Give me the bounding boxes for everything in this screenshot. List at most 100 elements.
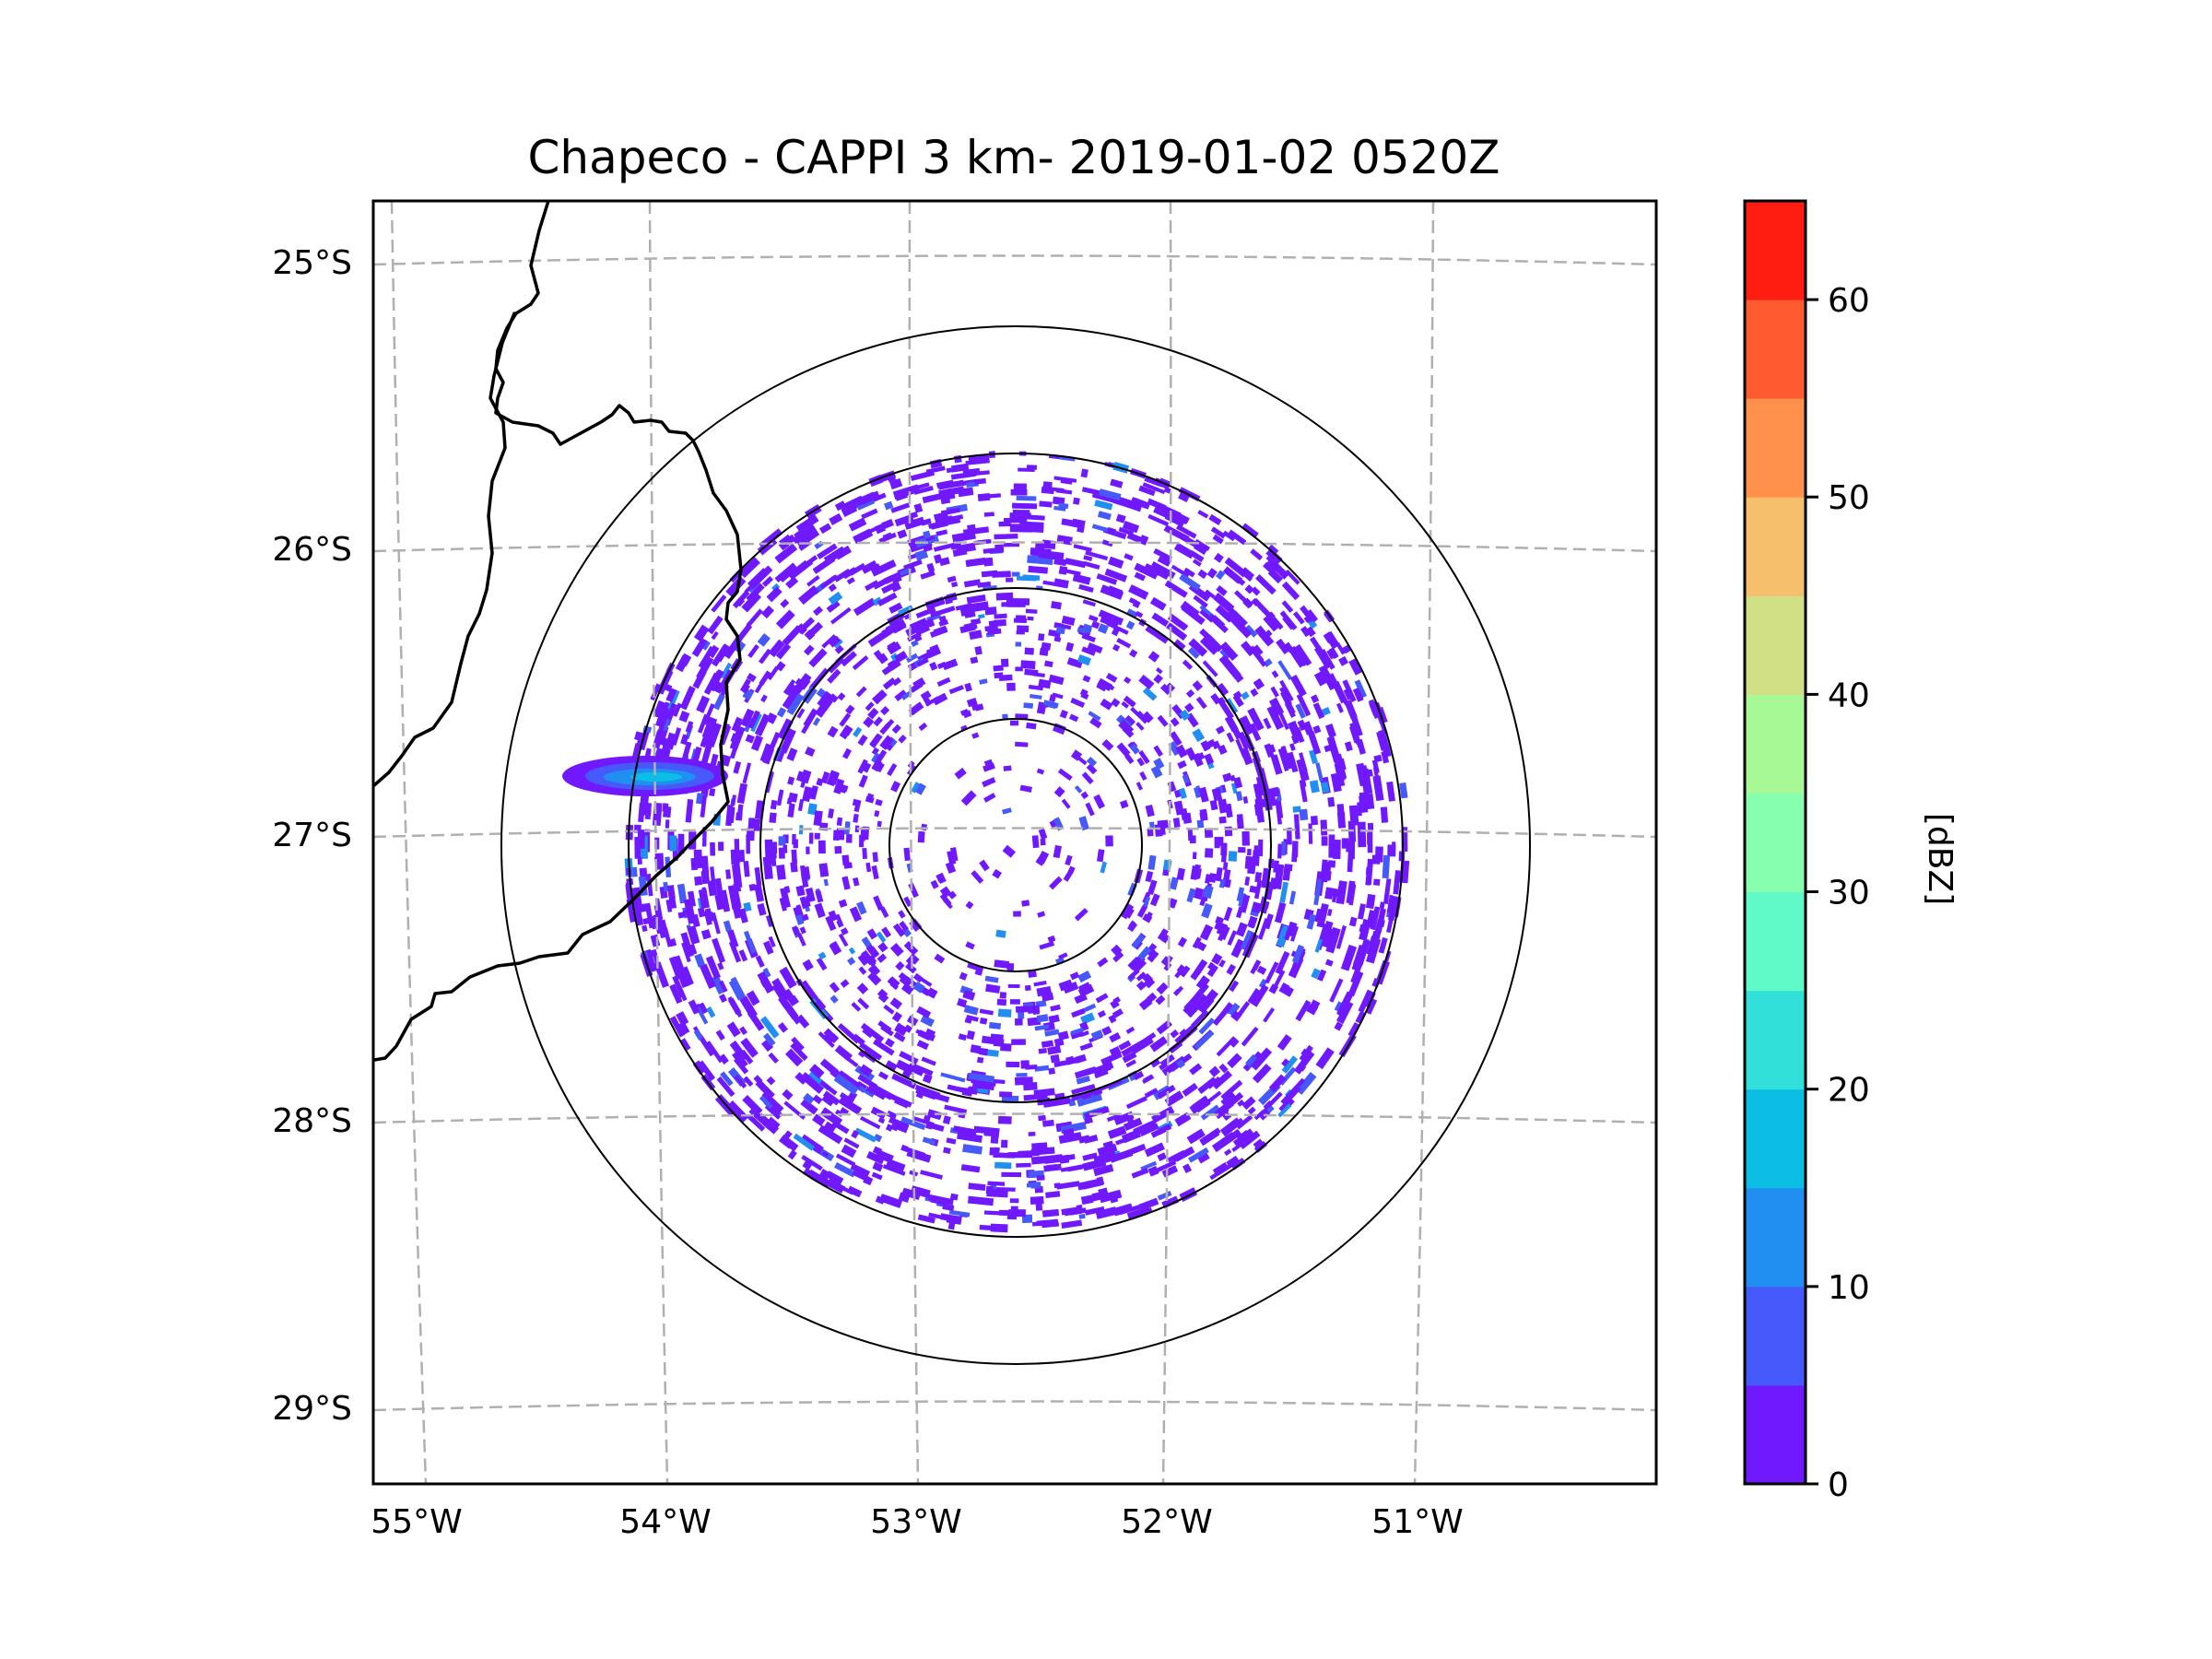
echo-cell (709, 788, 716, 797)
echo-cell (1112, 643, 1121, 652)
echo-cell (827, 668, 841, 684)
echo-cell (1167, 613, 1188, 631)
echo-cell (1085, 802, 1095, 817)
echo-cell (856, 900, 867, 915)
echo-cell (1320, 782, 1330, 794)
lon-tick-label: 55°W (371, 1503, 462, 1541)
echo-cell (784, 1048, 804, 1067)
echo-cell (1053, 636, 1062, 642)
echo-cell (1199, 896, 1206, 907)
echo-cell (1281, 841, 1286, 856)
echo-cell (1038, 549, 1065, 561)
echo-cell (1123, 1117, 1143, 1131)
echo-cell (1223, 906, 1233, 922)
echo-cell (821, 1096, 834, 1107)
echo-cell (1284, 986, 1294, 997)
echo-cell (1018, 1149, 1040, 1158)
echo-cell (746, 990, 760, 1006)
echo-cell (1068, 713, 1079, 723)
echo-cell (746, 608, 763, 628)
echo-cell (959, 606, 975, 617)
echo-cell (877, 1117, 886, 1124)
echo-cell (1153, 674, 1164, 685)
echo-cell (995, 592, 1014, 601)
echo-cell (747, 818, 756, 835)
echo-cell (949, 1193, 959, 1201)
echo-cell (766, 712, 778, 724)
echo-cell (691, 746, 702, 764)
echo-cell (942, 658, 959, 671)
echo-cell (896, 1022, 908, 1032)
echo-cell (1264, 743, 1275, 759)
echo-cell (1280, 746, 1293, 770)
echo-cell (946, 1214, 962, 1225)
echo-cell (1135, 711, 1149, 724)
echo-cell (1393, 870, 1401, 895)
echo-cell (994, 533, 1018, 540)
echo-cell (791, 925, 800, 936)
echo-cell (641, 924, 648, 932)
echo-cell (1038, 1047, 1048, 1054)
echo-cell (795, 904, 804, 917)
echo-cell (1299, 1064, 1307, 1072)
colorbar-segment (1745, 1286, 1806, 1386)
echo-cell (1204, 828, 1214, 839)
colorbar-segment (1745, 595, 1806, 695)
echo-cell (717, 962, 724, 971)
echo-cell (826, 1178, 845, 1194)
echo-cell (735, 596, 746, 607)
echo-cell (818, 840, 826, 854)
echo-cell (808, 648, 828, 668)
lat-tick-label: 25°S (272, 244, 352, 282)
echo-cell (873, 1134, 883, 1143)
echo-cell (1170, 717, 1180, 727)
echo-cell (637, 856, 642, 865)
echo-cell (852, 654, 869, 671)
echo-cell (1282, 616, 1295, 630)
echo-cell (777, 718, 794, 740)
echo-cell (1176, 1059, 1186, 1069)
echo-cell (1311, 968, 1321, 980)
echo-cell (1047, 1045, 1062, 1055)
echo-cell (967, 558, 993, 567)
echo-cell (1241, 691, 1250, 700)
echo-cell (1252, 850, 1261, 866)
echo-cell (1050, 1004, 1061, 1012)
echo-cell (1097, 511, 1112, 521)
echo-cell (1235, 791, 1243, 802)
echo-cell (992, 868, 1002, 879)
echo-cell (840, 1107, 850, 1115)
echo-cell (1058, 565, 1068, 575)
echo-cell (897, 529, 908, 539)
echo-cell (1136, 757, 1146, 767)
echo-cell (1142, 912, 1153, 924)
echo-cell (1208, 1065, 1221, 1077)
echo-cell (1120, 903, 1135, 920)
echo-cell (1151, 612, 1170, 628)
longitude-ticks: 55°W 54°W 53°W 52°W 51°W (371, 1503, 1463, 1541)
echo-cell (840, 651, 857, 667)
echo-cell (1164, 580, 1188, 598)
echo-cell (1051, 601, 1062, 610)
echo-cell (1084, 1117, 1093, 1124)
colorbar-tick-label: 50 (1828, 479, 1870, 517)
echo-cell (1131, 1038, 1154, 1055)
echo-cell (1290, 735, 1300, 745)
echo-cell (1016, 495, 1037, 501)
echo-cell (960, 790, 977, 806)
echo-cell (1230, 782, 1238, 794)
echo-cell (744, 582, 756, 594)
echo-cell (1277, 1103, 1292, 1118)
echo-cell (1365, 869, 1372, 886)
echo-cell (1070, 749, 1083, 761)
echo-cell (716, 1076, 735, 1098)
echo-cell (1356, 939, 1371, 966)
echo-cell (1372, 878, 1381, 886)
echo-cell (808, 667, 830, 691)
echo-cell (1107, 1125, 1127, 1139)
echo-cell (1198, 786, 1209, 803)
echo-cell (841, 876, 851, 890)
echo-cell (1081, 1093, 1092, 1100)
echo-cell (665, 819, 670, 829)
echo-cell (1367, 793, 1375, 809)
